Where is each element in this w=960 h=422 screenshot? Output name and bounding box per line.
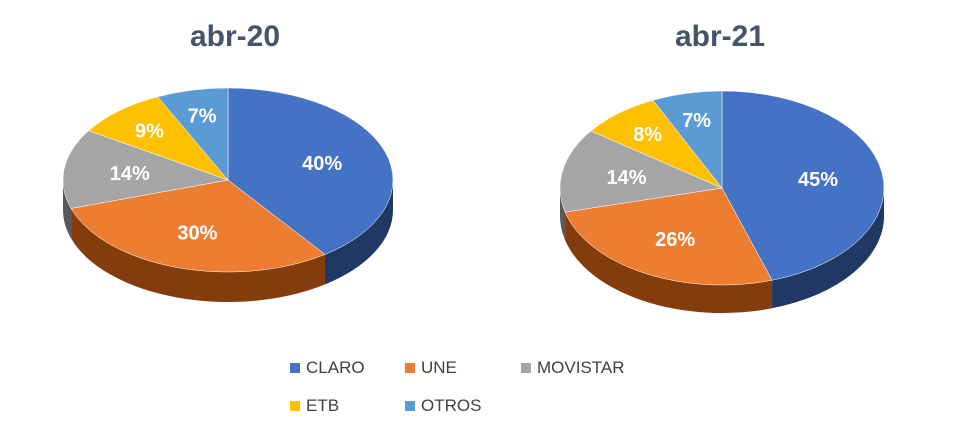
data-label-claro: 40%	[302, 153, 342, 175]
pie-0: 40% 30% 14% 9% 7%	[62, 87, 394, 302]
data-label-movistar: 14%	[607, 167, 647, 189]
slice-otros	[157, 87, 229, 181]
slice-une	[70, 179, 326, 273]
slice-claro	[227, 87, 394, 255]
legend-swatch-etb	[290, 401, 300, 411]
data-label-une: 26%	[655, 229, 695, 251]
legend-label-une: UNE	[421, 358, 457, 377]
legend-item-etb: ETB	[290, 396, 339, 416]
data-label-etb: 9%	[135, 120, 164, 142]
pie-1: 45% 26% 14% 8% 7%	[559, 90, 885, 314]
slice-otros	[652, 90, 723, 189]
chart-title-abr-21: abr-21	[674, 20, 766, 53]
slice-movistar	[62, 130, 229, 209]
legend-label-etb: ETB	[306, 396, 340, 415]
legend-item-une: UNE	[405, 358, 457, 378]
slice-claro	[721, 90, 885, 281]
data-label-otros: 7%	[188, 105, 217, 127]
data-label-claro: 45%	[798, 169, 838, 191]
chart-title-abr-20: abr-20	[189, 20, 281, 53]
legend-item-otros: OTROS	[405, 396, 481, 416]
data-label-otros: 7%	[682, 110, 711, 132]
legend-label-movistar: MOVISTAR	[537, 358, 625, 377]
slice-side-claro	[772, 188, 884, 309]
slice-movistar	[559, 130, 723, 213]
data-label-movistar: 14%	[110, 163, 150, 185]
legend-label-claro: CLARO	[306, 358, 365, 377]
legend-item-claro: CLARO	[290, 358, 365, 378]
slice-side-claro	[324, 180, 393, 285]
slice-side-une	[565, 212, 773, 314]
legend-swatch-une	[405, 363, 415, 373]
legend-swatch-otros	[405, 401, 415, 411]
legend-label-otros: OTROS	[421, 396, 482, 415]
data-label-etb: 8%	[633, 124, 662, 146]
legend-swatch-claro	[290, 363, 300, 373]
slice-etb	[88, 96, 229, 181]
slice-une	[564, 187, 773, 286]
data-label-une: 30%	[177, 222, 217, 244]
legend-item-movistar: MOVISTAR	[521, 358, 625, 378]
slice-side-une	[71, 208, 325, 302]
legend-swatch-movistar	[521, 363, 531, 373]
